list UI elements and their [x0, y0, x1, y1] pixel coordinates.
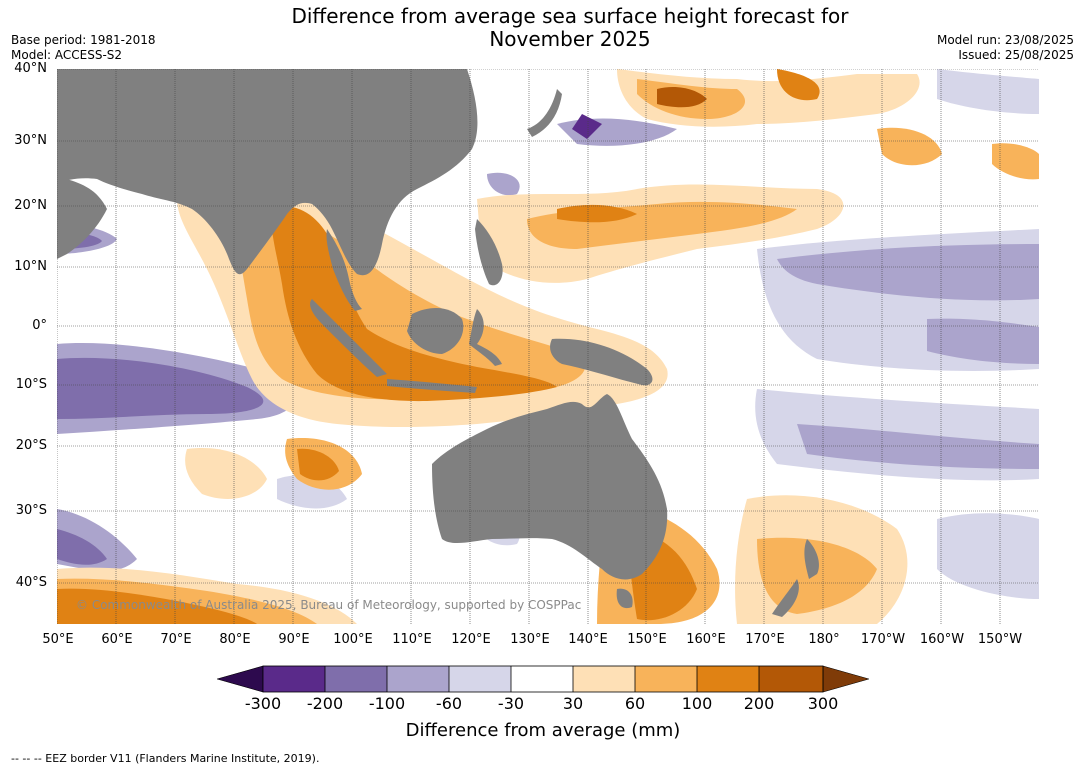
colorbar — [217, 665, 869, 693]
lon-label-120e: 120°E — [451, 632, 491, 647]
colorbar-bin-2 — [325, 666, 387, 692]
lon-label-150w: 150°W — [977, 632, 1023, 647]
colorbar-bin-8 — [697, 666, 759, 692]
lat-label-30s: 30°S — [15, 503, 47, 518]
model-name: Model: ACCESS-S2 — [11, 48, 123, 62]
copyright-text: © Commonwealth of Australia 2025, Bureau… — [76, 598, 582, 612]
model-run: Model run: 23/08/2025 — [936, 33, 1074, 47]
lon-label-80e: 80°E — [219, 632, 251, 647]
asia-landmass — [57, 69, 478, 276]
colorbar-arrow-low — [217, 665, 264, 693]
lon-label-140e: 140°E — [568, 632, 608, 647]
colorbar-tick-0: -300 — [244, 694, 282, 713]
new-zealand-south — [772, 579, 799, 617]
colorbar-tick-7: 100 — [681, 694, 713, 713]
lon-label-150e: 150°E — [627, 632, 667, 647]
footer-note: -- -- -- EEZ border V11 (Flanders Marine… — [11, 752, 320, 765]
lat-label-20n: 20°N — [14, 198, 47, 213]
lon-label-70e: 70°E — [160, 632, 192, 647]
tasmania — [616, 588, 633, 609]
anomaly-negative-regions — [57, 69, 1039, 599]
colorbar-bin-3 — [387, 666, 449, 692]
colorbar-tick-4: -30 — [497, 694, 525, 713]
sea-height-map — [57, 69, 1039, 624]
colorbar-arrow-high — [822, 665, 869, 693]
chart-title: Difference from average sea surface heig… — [170, 5, 970, 51]
lat-label-10n: 10°N — [14, 259, 47, 274]
lon-label-100e: 100°E — [333, 632, 373, 647]
arabian-landmass — [57, 169, 107, 259]
lat-label-0: 0° — [32, 318, 47, 333]
gridlines — [57, 69, 1039, 624]
lon-label-110e: 110°E — [392, 632, 432, 647]
lon-label-170w: 170°W — [860, 632, 906, 647]
title-line-1: Difference from average sea surface heig… — [291, 4, 849, 28]
lon-label-60e: 60°E — [101, 632, 133, 647]
lon-label-90e: 90°E — [278, 632, 310, 647]
borneo — [407, 307, 464, 354]
lon-label-180: 180° — [808, 632, 840, 647]
malay-peninsula — [326, 229, 362, 311]
meta-right: Model run: 23/08/2025 Issued: 25/08/2025 — [937, 33, 1074, 63]
colorbar-bin-5 — [511, 666, 573, 692]
colorbar-tick-5: 30 — [562, 694, 584, 713]
colorbar-bin-9 — [759, 666, 823, 692]
lat-label-20s: 20°S — [15, 438, 47, 453]
colorbar-bin-1 — [263, 666, 325, 692]
land-masses — [57, 69, 819, 617]
lon-label-130e: 130°E — [510, 632, 550, 647]
colorbar-tick-2: -100 — [368, 694, 406, 713]
lat-label-40n: 40°N — [14, 61, 47, 76]
lon-label-160w: 160°W — [919, 632, 965, 647]
new-guinea — [550, 338, 653, 386]
colorbar-tick-6: 60 — [624, 694, 646, 713]
meta-left: Base period: 1981-2018 Model: ACCESS-S2 — [11, 33, 156, 63]
lon-label-160e: 160°E — [686, 632, 726, 647]
lon-label-50e: 50°E — [42, 632, 74, 647]
colorbar-tick-3: -60 — [435, 694, 463, 713]
lat-label-40s: 40°S — [15, 575, 47, 590]
colorbar-tick-9: 300 — [807, 694, 839, 713]
colorbar-bin-6 — [573, 666, 635, 692]
sumatra — [310, 299, 387, 377]
base-period: Base period: 1981-2018 — [11, 33, 156, 47]
issued-date: Issued: 25/08/2025 — [958, 48, 1074, 62]
lat-label-10s: 10°S — [15, 377, 47, 392]
australia-landmass — [432, 394, 668, 580]
new-zealand-north — [804, 539, 819, 579]
colorbar-tick-8: 200 — [743, 694, 775, 713]
colorbar-tick-1: -200 — [306, 694, 344, 713]
colorbar-bin-7 — [635, 666, 697, 692]
java — [387, 379, 477, 393]
lat-label-30n: 30°N — [14, 133, 47, 148]
colorbar-label: Difference from average (mm) — [405, 720, 681, 741]
japan — [527, 89, 562, 137]
sulawesi — [469, 309, 502, 366]
philippines — [475, 219, 503, 286]
lon-label-170e: 170°E — [745, 632, 785, 647]
colorbar-bin-4 — [449, 666, 511, 692]
title-line-2: November 2025 — [489, 27, 651, 51]
